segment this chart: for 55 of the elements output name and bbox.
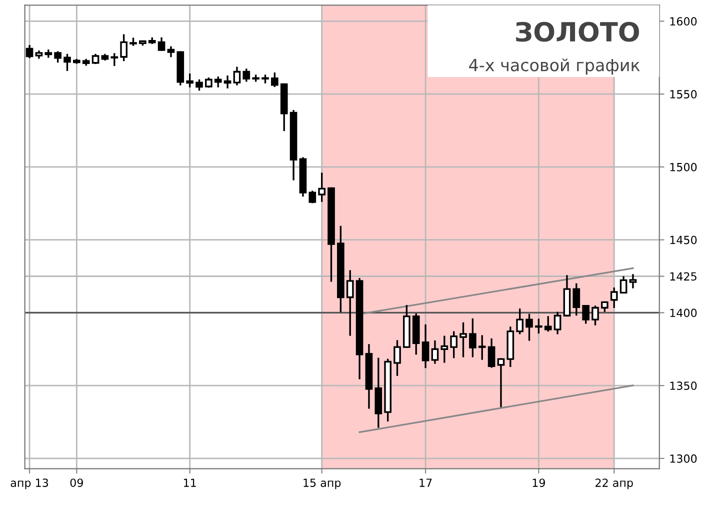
candlestick xyxy=(186,74,194,88)
candlestick xyxy=(308,190,316,204)
y-tick-label: 1300 xyxy=(670,454,697,463)
text: 4-х часовой график xyxy=(469,58,640,75)
candlestick xyxy=(64,54,71,71)
y-tick-label: 1450 xyxy=(670,236,697,244)
candlestick xyxy=(610,288,618,308)
x-tick-label: 09 xyxy=(70,478,83,487)
candlestick xyxy=(497,358,505,408)
candlestick xyxy=(582,305,590,324)
text: ЗОЛОТО xyxy=(516,22,639,42)
candlestick xyxy=(110,53,118,66)
candlestick xyxy=(271,72,278,88)
x-tick-label: 11 xyxy=(184,478,196,487)
candlestick xyxy=(440,336,448,363)
candlestick xyxy=(516,308,524,334)
y-tick-label: 1600 xyxy=(670,17,697,26)
candlestick xyxy=(469,318,476,358)
candlestick xyxy=(394,340,401,376)
candlestick xyxy=(318,172,326,202)
candlestick xyxy=(422,324,430,368)
candlestick xyxy=(346,270,354,336)
candlestick xyxy=(526,314,533,341)
candlestick xyxy=(544,316,552,332)
x-tick-label: апр 13 xyxy=(10,478,48,490)
candlestick xyxy=(54,51,62,63)
y-tick-label: 1500 xyxy=(670,162,697,172)
candlestick xyxy=(592,306,599,326)
candlestick xyxy=(120,34,128,62)
x-tick-label: 19 xyxy=(532,478,545,487)
y-tick-label: 1425 xyxy=(670,272,696,281)
candlestick xyxy=(167,46,175,58)
x-tick-label: 15 апр xyxy=(304,478,341,490)
y-tick-label: 1350 xyxy=(670,382,697,390)
candlestick xyxy=(158,37,166,51)
candlestick xyxy=(431,340,439,364)
candlestick xyxy=(488,338,496,368)
candlestick xyxy=(214,76,222,88)
y-tick-label: 1550 xyxy=(670,90,697,98)
candlestick xyxy=(620,276,628,294)
x-tick-label: 17 xyxy=(420,478,432,487)
candlestick xyxy=(478,335,486,360)
candlestick xyxy=(572,283,580,316)
candlestick xyxy=(224,75,232,88)
candlestick xyxy=(233,66,241,86)
candlestick xyxy=(554,312,562,334)
candlestick xyxy=(450,331,458,358)
candlestick xyxy=(196,79,203,91)
x-tick-label: 22 апр xyxy=(596,478,633,490)
candlestick xyxy=(26,44,34,58)
candlestick xyxy=(460,322,467,358)
candlestick xyxy=(535,318,542,334)
candlestick xyxy=(629,274,637,288)
candlestick xyxy=(242,68,250,82)
y-tick-label: 1400 xyxy=(670,308,697,318)
